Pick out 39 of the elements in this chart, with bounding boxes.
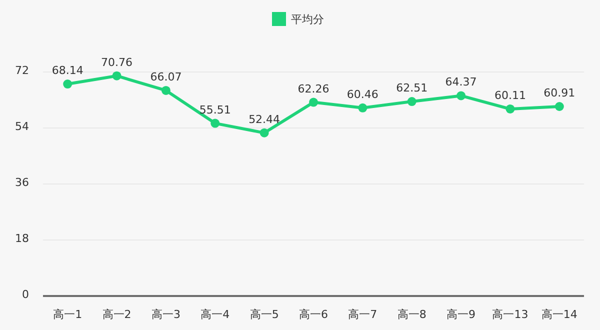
x-tick-label: 高一6 bbox=[299, 308, 328, 321]
x-tick-label: 高一13 bbox=[492, 308, 528, 321]
point bbox=[407, 97, 416, 106]
data-label: 62.26 bbox=[298, 82, 330, 96]
x-tick-label: 高一14 bbox=[541, 308, 578, 321]
y-tick-label: 72 bbox=[15, 64, 29, 77]
point bbox=[554, 102, 564, 111]
x-tick-label: 高一5 bbox=[250, 308, 279, 321]
data-label: 60.91 bbox=[544, 86, 576, 100]
data-label: 60.46 bbox=[346, 88, 378, 101]
point bbox=[358, 103, 368, 112]
data-label: 66.07 bbox=[150, 70, 182, 84]
point bbox=[161, 86, 170, 95]
x-tick-label: 高一7 bbox=[348, 308, 378, 321]
y-tick-label: 0 bbox=[22, 288, 29, 301]
data-label: 68.14 bbox=[52, 64, 84, 78]
x-tick-label: 高一9 bbox=[446, 308, 476, 321]
x-tick-label: 高一4 bbox=[200, 308, 230, 321]
data-label: 52.44 bbox=[248, 112, 280, 126]
x-tick-label: 高一3 bbox=[151, 308, 180, 321]
point bbox=[63, 80, 72, 89]
point bbox=[456, 91, 466, 100]
point bbox=[112, 71, 122, 80]
data-label: 60.11 bbox=[494, 88, 526, 102]
point bbox=[260, 128, 269, 138]
x-tick-label: 高一8 bbox=[397, 308, 426, 321]
data-label: 64.37 bbox=[445, 76, 477, 89]
data-label: 55.51 bbox=[199, 103, 231, 116]
x-tick-label: 高一2 bbox=[102, 308, 132, 321]
data-label: 70.76 bbox=[101, 56, 133, 69]
data-label: 62.51 bbox=[396, 82, 428, 95]
x-tick-label: 高一1 bbox=[53, 308, 82, 321]
point bbox=[506, 104, 515, 114]
y-tick-label: 18 bbox=[15, 232, 29, 245]
y-tick-label: 54 bbox=[15, 120, 29, 133]
legend-label: 平均分 bbox=[291, 13, 324, 26]
y-tick-label: 36 bbox=[15, 176, 29, 189]
point bbox=[309, 98, 318, 107]
point bbox=[210, 118, 220, 128]
